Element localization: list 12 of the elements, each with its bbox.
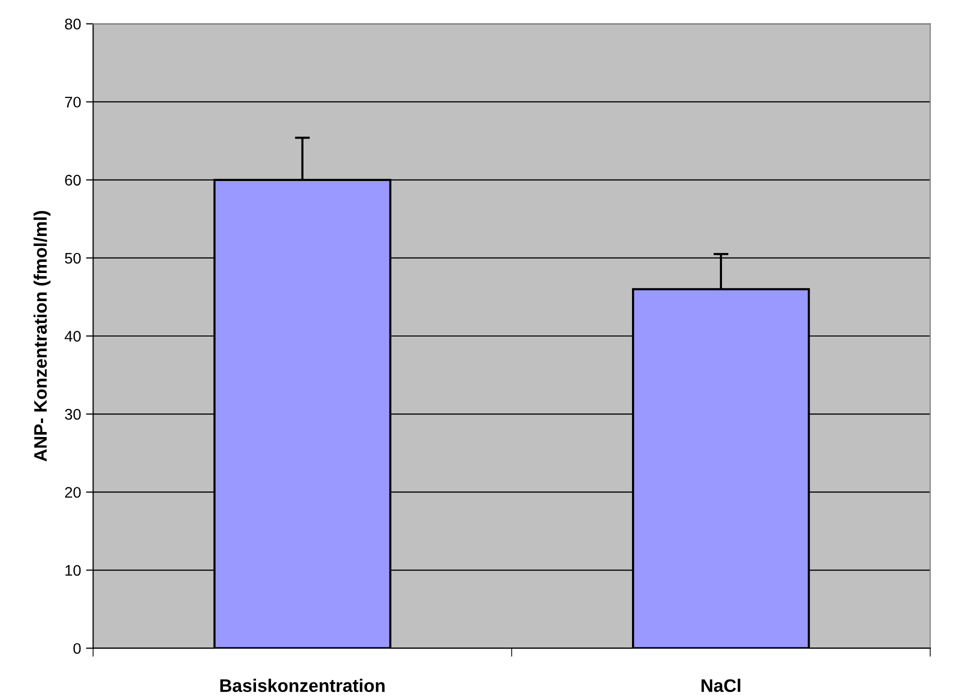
y-tick-label: 30 bbox=[64, 408, 81, 420]
y-tick-label: 80 bbox=[64, 18, 81, 30]
y-tick-label: 60 bbox=[65, 174, 81, 186]
y-tick-label: 0 bbox=[73, 643, 81, 654]
y-tick-label: 40 bbox=[64, 330, 81, 342]
x-tick-label: NaCl bbox=[702, 678, 740, 692]
x-tick-label: Basiskonzentration bbox=[220, 678, 385, 692]
y-tick-label: 10 bbox=[65, 565, 81, 576]
y-tick-label: 70 bbox=[65, 96, 81, 108]
y-tick-label: 20 bbox=[65, 486, 81, 498]
y-axis-title: ANP- Konzentration (fmol/ml) bbox=[34, 211, 50, 462]
y-tick-label: 50 bbox=[64, 252, 81, 264]
